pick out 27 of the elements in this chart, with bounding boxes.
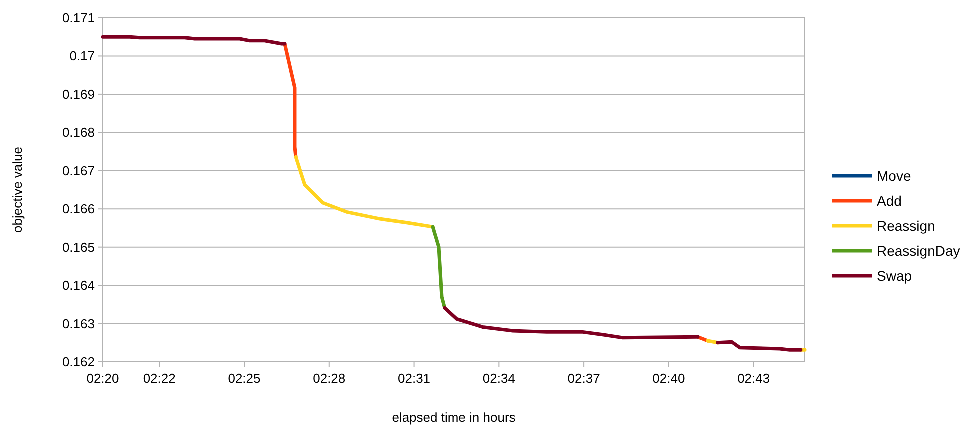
- x-tick-label: 02:22: [143, 371, 176, 386]
- x-tick-label: 02:34: [482, 371, 516, 386]
- y-tick-label: 0.164: [62, 278, 95, 294]
- y-tick-label: 0.17: [70, 48, 95, 64]
- y-tick-label: 0.168: [62, 125, 95, 140]
- x-tick-label: 02:43: [738, 371, 770, 386]
- x-tick-label: 02:25: [228, 371, 261, 386]
- y-tick-label: 0.165: [62, 240, 95, 255]
- y-tick-label: 0.163: [62, 316, 95, 332]
- y-tick-label: 0.167: [62, 163, 95, 178]
- y-tick-label: 0.166: [62, 202, 95, 217]
- legend-label: Reassign: [877, 218, 936, 234]
- y-axis-title: objective value: [10, 147, 25, 233]
- y-tick-label: 0.162: [62, 354, 95, 370]
- x-axis-title: elapsed time in hours: [392, 410, 516, 425]
- x-tick-label: 02:28: [313, 371, 346, 386]
- legend-label: Add: [877, 193, 902, 209]
- x-tick-label: 02:31: [398, 371, 431, 386]
- x-tick-label: 02:37: [568, 371, 600, 386]
- x-tick-label: 02:20: [86, 371, 120, 386]
- x-tick-label: 02:40: [652, 371, 686, 386]
- line-series: [431, 225, 447, 310]
- legend-label: Swap: [877, 268, 912, 284]
- legend-label: Move: [877, 168, 912, 184]
- y-tick-label: 0.169: [62, 86, 95, 102]
- legend-label: ReassignDay: [877, 243, 960, 259]
- y-tick-label: 0.171: [62, 10, 95, 26]
